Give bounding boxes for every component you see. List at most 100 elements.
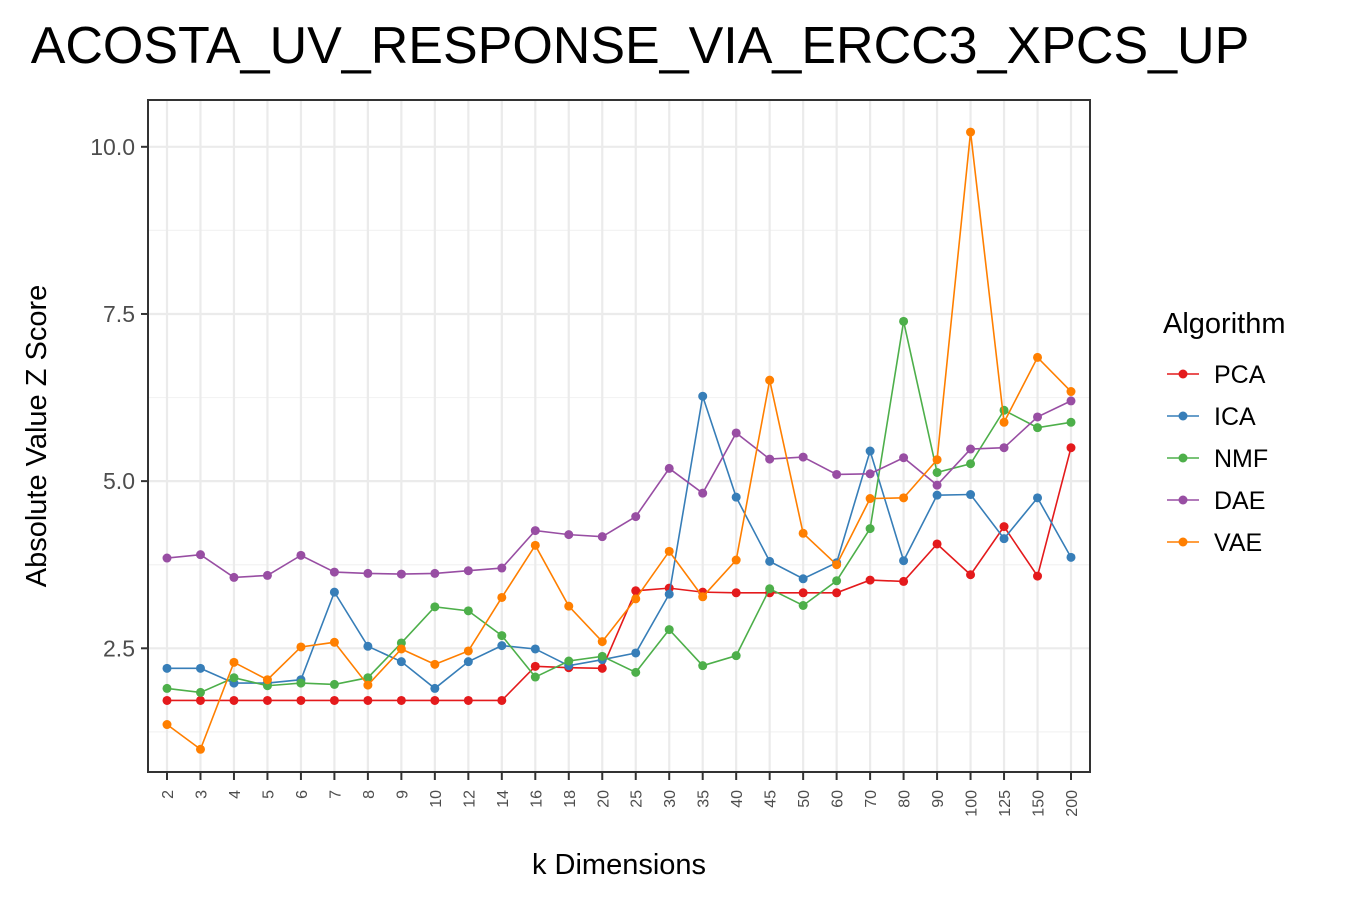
data-point-dae — [530, 526, 540, 536]
data-point-dae — [262, 570, 272, 580]
data-point-vae — [1033, 352, 1043, 362]
data-point-vae — [932, 455, 942, 465]
data-point-vae — [999, 417, 1009, 427]
data-point-dae — [430, 568, 440, 578]
data-point-ica — [966, 490, 976, 500]
data-point-pca — [463, 695, 473, 705]
data-point-vae — [899, 493, 909, 503]
data-point-nmf — [329, 679, 339, 689]
data-point-dae — [463, 566, 473, 576]
data-point-vae — [832, 560, 842, 570]
data-point-pca — [597, 663, 607, 673]
data-point-vae — [698, 592, 708, 602]
legend-item-pca: PCA — [1167, 361, 1266, 389]
data-point-dae — [1033, 412, 1043, 422]
data-point-pca — [162, 695, 172, 705]
data-point-nmf — [463, 606, 473, 616]
legend-item-vae: VAE — [1167, 529, 1262, 557]
data-point-ica — [363, 641, 373, 651]
x-tick-label: 2 — [160, 790, 177, 799]
y-tick-label: 2.5 — [103, 635, 135, 661]
data-point-nmf — [932, 467, 942, 477]
data-point-pca — [430, 695, 440, 705]
data-point-vae — [463, 646, 473, 656]
data-point-dae — [363, 568, 373, 578]
data-point-dae — [564, 530, 574, 540]
data-point-ica — [530, 644, 540, 654]
legend-label: PCA — [1214, 361, 1266, 389]
data-point-dae — [631, 512, 641, 522]
data-point-vae — [1066, 387, 1076, 397]
data-point-nmf — [497, 631, 507, 641]
data-point-nmf — [865, 524, 875, 534]
data-point-dae — [296, 550, 306, 560]
series-vae — [162, 127, 1076, 754]
data-point-dae — [932, 480, 942, 490]
x-tick-label: 4 — [227, 790, 244, 799]
x-tick-label: 45 — [763, 790, 780, 808]
data-point-dae — [731, 428, 741, 438]
y-axis: 2.5 5.0 7.5 10.0 — [90, 134, 148, 661]
data-point-nmf — [765, 584, 775, 594]
data-point-pca — [262, 695, 272, 705]
data-point-pca — [832, 588, 842, 598]
x-tick-label: 20 — [595, 790, 612, 808]
data-point-ica — [1066, 552, 1076, 562]
x-tick-label: 150 — [1031, 790, 1048, 817]
data-point-dae — [966, 444, 976, 454]
data-point-dae — [1066, 396, 1076, 406]
data-point-nmf — [1033, 423, 1043, 433]
data-point-pca — [798, 588, 808, 598]
data-point-nmf — [631, 667, 641, 677]
data-point-nmf — [999, 405, 1009, 415]
data-point-dae — [229, 572, 239, 582]
x-tick-label: 14 — [495, 790, 512, 808]
y-tick-label: 7.5 — [103, 301, 135, 327]
data-point-pca — [865, 575, 875, 585]
data-point-vae — [195, 744, 205, 754]
data-point-pca — [966, 570, 976, 580]
data-point-ica — [731, 492, 741, 502]
x-tick-label: 12 — [461, 790, 478, 808]
data-point-vae — [530, 540, 540, 550]
data-point-vae — [262, 675, 272, 685]
legend-label: DAE — [1214, 487, 1265, 515]
data-point-vae — [162, 720, 172, 730]
legend-label: VAE — [1214, 529, 1262, 557]
series-pca — [162, 443, 1076, 705]
data-point-dae — [497, 563, 507, 573]
data-point-nmf — [899, 316, 909, 326]
data-point-dae — [999, 443, 1009, 453]
legend-key-point — [1178, 453, 1188, 463]
x-tick-label: 7 — [327, 790, 344, 799]
x-tick-label: 60 — [830, 790, 847, 808]
data-point-nmf — [798, 601, 808, 611]
x-tick-label: 6 — [294, 790, 311, 799]
data-point-dae — [698, 488, 708, 498]
plot-panel-border — [147, 99, 1091, 773]
x-tick-label: 25 — [629, 790, 646, 808]
data-point-vae — [865, 494, 875, 504]
y-axis-title: Absolute Value Z Score — [21, 285, 53, 588]
data-point-pca — [396, 695, 406, 705]
data-point-ica — [698, 391, 708, 401]
data-point-dae — [664, 463, 674, 473]
data-point-vae — [229, 657, 239, 667]
data-point-vae — [396, 644, 406, 654]
data-point-ica — [396, 657, 406, 667]
data-point-vae — [731, 555, 741, 565]
data-point-dae — [195, 550, 205, 560]
data-point-pca — [999, 522, 1009, 532]
data-point-ica — [1033, 493, 1043, 503]
data-point-ica — [631, 648, 641, 658]
legend-key-point — [1178, 537, 1188, 547]
x-tick-label: 125 — [997, 790, 1014, 817]
x-tick-label: 5 — [260, 790, 277, 799]
x-tick-label: 10 — [428, 790, 445, 808]
data-point-dae — [765, 454, 775, 464]
series-nmf — [162, 316, 1076, 697]
y-tick-label: 5.0 — [103, 468, 135, 494]
data-point-dae — [329, 567, 339, 577]
x-tick-label: 18 — [562, 790, 579, 808]
data-point-pca — [631, 586, 641, 596]
